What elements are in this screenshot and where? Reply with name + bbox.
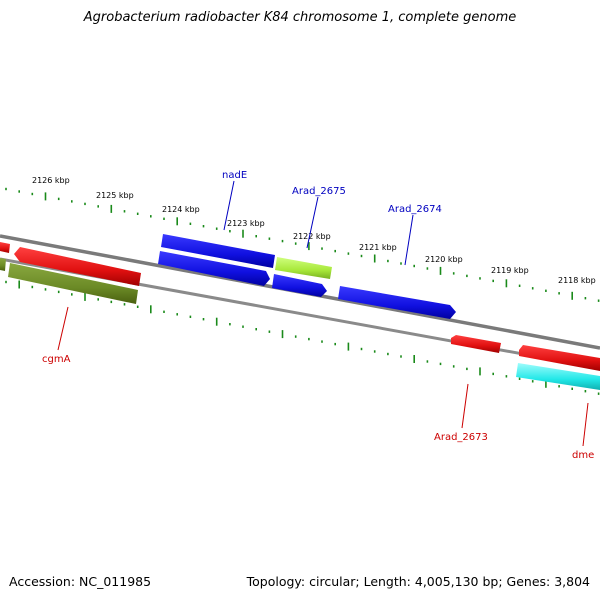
label-nadE[interactable]: nadE — [222, 170, 247, 181]
ruler-label-2119: 2119 kbp — [491, 266, 529, 275]
summary-text: Topology: circular; Length: 4,005,130 bp… — [246, 574, 590, 589]
ruler-label-2121: 2121 kbp — [359, 243, 397, 252]
gene-labels: nadE Arad_2675 Arad_2674 cgmA Arad_2673 … — [42, 170, 594, 461]
label-cgmA[interactable]: cgmA — [42, 354, 71, 365]
leader-cgmA — [57, 306, 69, 351]
gene-arad-2673[interactable] — [451, 335, 501, 353]
ruler-label-2126: 2126 kbp — [32, 176, 70, 185]
forward-genes — [0, 234, 332, 279]
gene-arad-2675[interactable] — [275, 257, 332, 279]
ruler-label-2122: 2122 kbp — [293, 232, 331, 241]
ruler-outer-ticks — [5, 187, 600, 302]
gene-blue-short[interactable] — [272, 274, 327, 297]
gene-red-upper-left[interactable] — [14, 247, 141, 286]
label-dme[interactable]: dme — [572, 450, 594, 461]
gene-cgmA[interactable] — [8, 263, 138, 304]
ruler-inner-ticks — [5, 280, 600, 395]
gene-nadE[interactable] — [161, 234, 275, 268]
leader-dme — [582, 402, 589, 447]
leader-arad-2674 — [404, 214, 414, 266]
leader-nadE — [223, 180, 235, 231]
gene-blue-under-nadE[interactable] — [158, 251, 270, 286]
ruler-label-2125: 2125 kbp — [96, 191, 134, 200]
gene-arad-2674[interactable] — [338, 286, 456, 319]
map-title: Agrobacterium radiobacter K84 chromosome… — [83, 10, 517, 25]
ruler-labels: 2126 kbp 2125 kbp 2124 kbp 2123 kbp 2122… — [32, 176, 596, 285]
gene-dme[interactable] — [516, 363, 600, 390]
accession-text: Accession: NC_011985 — [9, 574, 152, 589]
label-arad-2674[interactable]: Arad_2674 — [388, 204, 442, 215]
ruler-label-2124: 2124 kbp — [162, 205, 200, 214]
leader-lines — [57, 180, 589, 447]
gene-dme-red[interactable] — [519, 345, 600, 371]
gene-left-edge-green[interactable] — [0, 258, 6, 271]
label-arad-2673[interactable]: Arad_2673 — [434, 432, 488, 443]
ruler-label-2118: 2118 kbp — [558, 276, 596, 285]
label-arad-2675[interactable]: Arad_2675 — [292, 186, 346, 197]
leader-arad-2675 — [306, 196, 319, 249]
ruler-label-2123: 2123 kbp — [227, 219, 265, 228]
ruler-label-2120: 2120 kbp — [425, 255, 463, 264]
gene-left-edge-red[interactable] — [0, 242, 10, 253]
leader-arad-2673 — [461, 383, 469, 429]
reverse-genes — [0, 247, 600, 390]
